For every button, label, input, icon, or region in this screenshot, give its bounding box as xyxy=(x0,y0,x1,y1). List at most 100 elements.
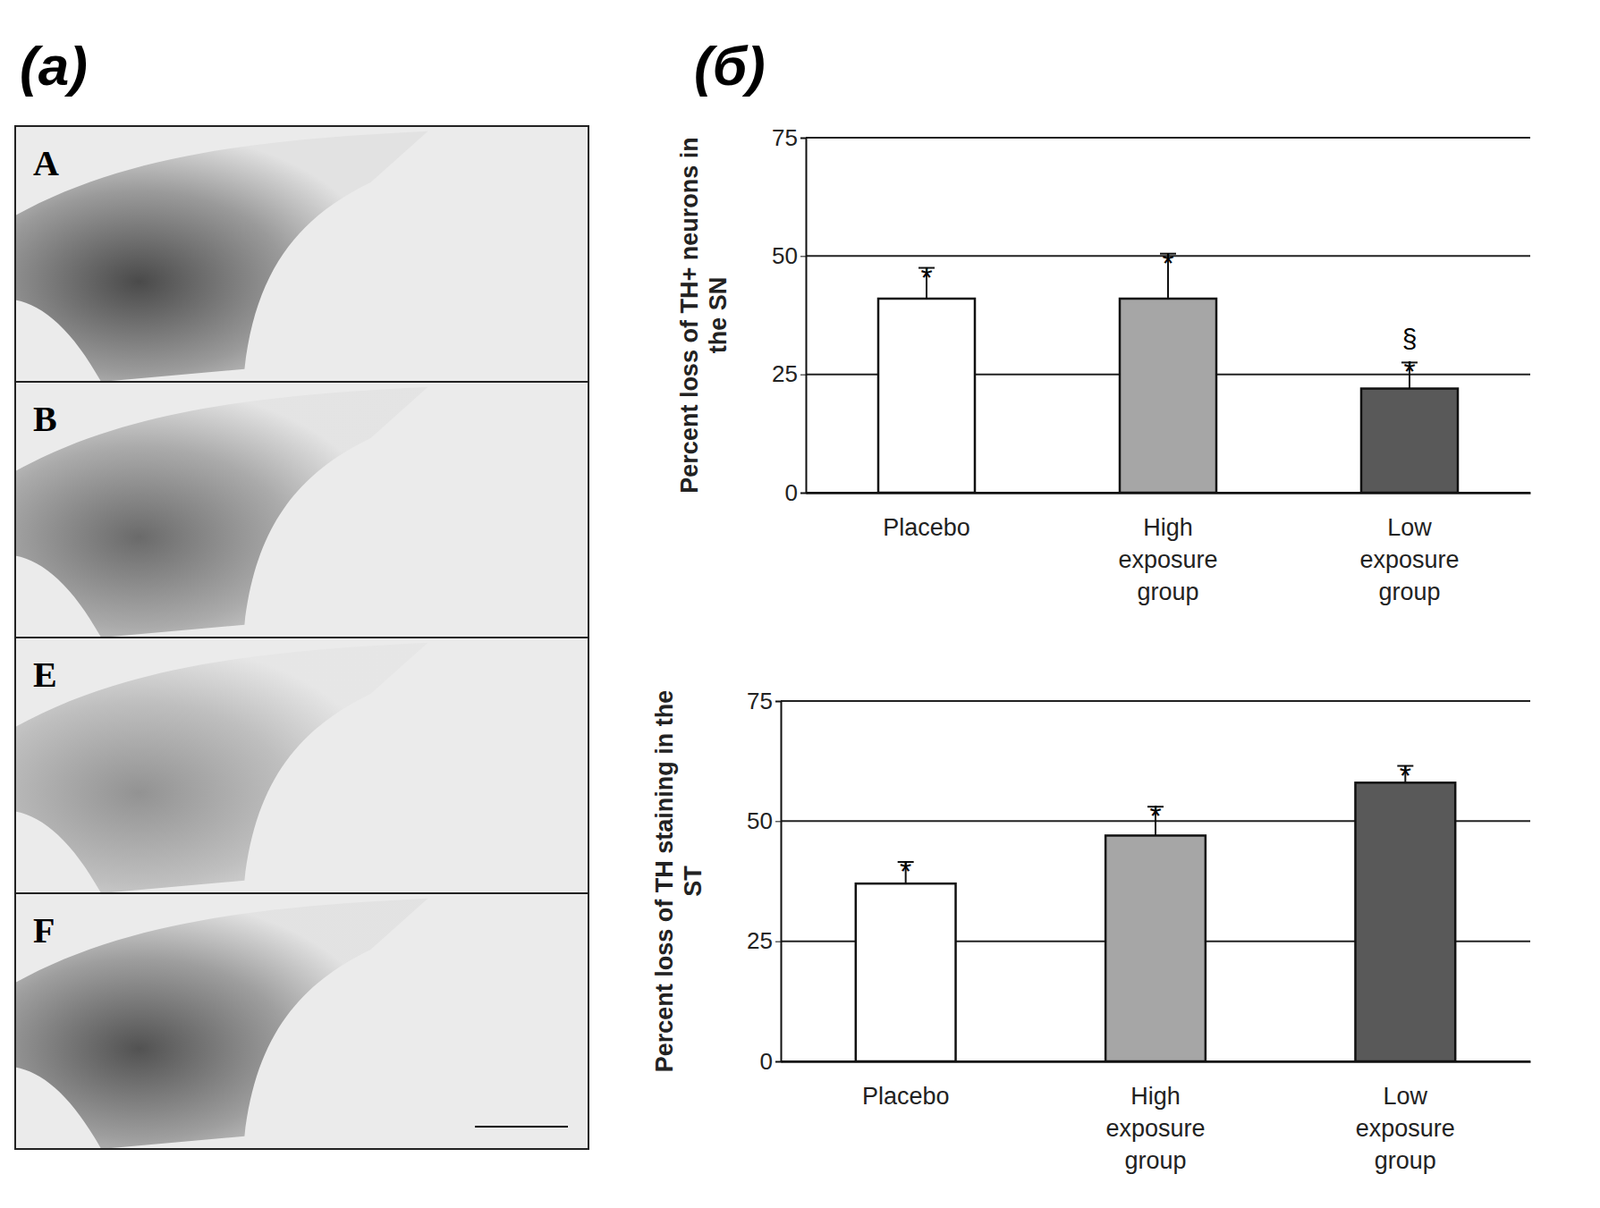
y-tick-label: 0 xyxy=(760,1048,773,1076)
tissue-region xyxy=(15,131,429,382)
y-tick-mark xyxy=(775,1061,781,1063)
x-tick: Low exposure group xyxy=(1359,514,1459,606)
plot-area xyxy=(855,766,1456,1062)
annotation: * xyxy=(899,854,912,889)
x-tick: Placebo xyxy=(862,1083,950,1110)
y-axis-title: Percent loss of TH+ neurons inthe SN xyxy=(676,136,732,493)
bar-chart: **§*0255075PlaceboHighexposuregroupLowex… xyxy=(676,124,1532,606)
micrograph-frame xyxy=(15,126,589,382)
y-axis: 0 25 50 75 xyxy=(746,687,781,1076)
micrograph: A xyxy=(15,126,589,382)
y-tick-mark xyxy=(775,701,781,703)
y-tick: 25 xyxy=(746,927,781,955)
x-tick: High exposure group xyxy=(1105,1083,1205,1175)
image-label: F xyxy=(33,910,55,951)
micrograph-background xyxy=(15,381,589,638)
x-tick-label-line: exposure xyxy=(1105,1115,1205,1143)
image-label: B xyxy=(33,398,58,440)
y-tick: 50 xyxy=(746,807,781,835)
bar xyxy=(1361,389,1458,493)
y-tick-label: 25 xyxy=(746,927,773,955)
y-tick-mark xyxy=(800,137,806,139)
x-tick-label-line: group xyxy=(1378,578,1440,606)
panel-label: (б) xyxy=(694,34,766,97)
annotation: * xyxy=(1149,798,1161,833)
bar xyxy=(1354,782,1456,1062)
y-tick-label: 0 xyxy=(785,479,798,507)
y-axis-title: Percent loss of TH staining in theST xyxy=(651,690,707,1074)
annotation: § xyxy=(1402,323,1418,354)
y-tick-label: 50 xyxy=(746,807,773,835)
micrograph-frame xyxy=(15,637,589,894)
plot-area xyxy=(878,253,1458,493)
x-tick-label-line: exposure xyxy=(1355,1115,1456,1143)
scale-bar xyxy=(474,1125,568,1128)
annotation: * xyxy=(920,260,932,295)
figure: (а)(б)ABEF**§*0255075PlaceboHighexposure… xyxy=(0,0,1600,1208)
x-tick-label-line: High xyxy=(1130,1083,1181,1110)
y-tick-mark xyxy=(775,821,781,822)
x-axis: Placebo High exposure group Low exposure group xyxy=(806,493,1532,607)
y-tick-label: 50 xyxy=(771,242,798,270)
y-tick: 75 xyxy=(746,687,781,715)
y-tick: 0 xyxy=(760,1048,781,1076)
tissue-region xyxy=(15,387,429,638)
x-tick-label-line: Placebo xyxy=(862,1083,950,1110)
x-tick-label-line: Placebo xyxy=(882,514,971,542)
y-axis-title-line: Percent loss of TH staining in the xyxy=(651,690,678,1074)
bar xyxy=(878,298,975,493)
x-tick-label-line: High xyxy=(1142,514,1194,542)
x-axis: PlaceboHighexposuregroupLowexposuregroup xyxy=(781,1062,1532,1176)
y-axis-title-line: Percent loss of TH+ neurons in xyxy=(676,136,703,493)
annotation: * xyxy=(1403,354,1415,389)
x-tick-label: Lowexposuregroup xyxy=(1355,1083,1456,1175)
x-tick-label: High exposure group xyxy=(1117,514,1218,606)
grid-line xyxy=(805,491,1531,494)
tissue-region xyxy=(15,643,429,894)
x-tick-label-line: group xyxy=(1136,578,1199,606)
bar-chart: ***0255075PlaceboHighexposuregroupLowexp… xyxy=(651,687,1532,1175)
bar xyxy=(855,883,957,1062)
micrograph-background xyxy=(15,126,589,382)
grid-line xyxy=(780,1060,1531,1063)
y-axis: 0 25 50 75 xyxy=(771,124,806,507)
y-axis-title-line: the SN xyxy=(704,277,732,355)
grid-line xyxy=(805,136,1531,139)
y-tick-mark xyxy=(800,255,806,257)
x-axis-line xyxy=(781,1060,1532,1064)
micrograph: F xyxy=(15,893,589,1150)
annotation: * xyxy=(1161,245,1174,280)
x-tick: Placebo xyxy=(882,514,971,542)
y-axis-line xyxy=(775,702,782,1063)
bar xyxy=(1119,298,1217,493)
micrograph-background xyxy=(15,637,589,894)
y-tick: 50 xyxy=(771,242,806,270)
x-tick-label-line: group xyxy=(1374,1147,1437,1175)
x-tick: Lowexposuregroup xyxy=(1355,1083,1456,1175)
y-tick-mark xyxy=(775,941,781,943)
x-tick-label: Placebo xyxy=(862,1083,950,1110)
annotation: * xyxy=(1399,758,1412,793)
x-tick-label: Placebo xyxy=(882,514,971,542)
image-label: E xyxy=(33,654,58,695)
micrograph-background xyxy=(15,893,589,1150)
x-tick-label-line: group xyxy=(1124,1147,1186,1175)
bar xyxy=(1105,835,1206,1062)
x-tick-label-line: Low xyxy=(1387,514,1432,542)
x-tick-label-line: exposure xyxy=(1117,546,1218,574)
y-axis-line xyxy=(800,138,807,494)
tissue-region xyxy=(15,898,429,1150)
x-axis-line xyxy=(806,491,1532,495)
panel-label: (а) xyxy=(19,34,88,97)
grid-line xyxy=(780,700,1531,703)
y-tick-label: 25 xyxy=(771,360,798,388)
image-label: A xyxy=(33,143,60,184)
x-tick-label: High exposure group xyxy=(1105,1083,1205,1175)
y-tick-mark xyxy=(800,374,806,376)
y-tick-label: 75 xyxy=(771,124,798,152)
y-tick: 75 xyxy=(771,124,806,152)
y-tick-mark xyxy=(800,492,806,494)
y-tick: 25 xyxy=(771,360,806,388)
x-tick-label-line: exposure xyxy=(1359,546,1459,574)
y-tick-label: 75 xyxy=(746,687,773,715)
